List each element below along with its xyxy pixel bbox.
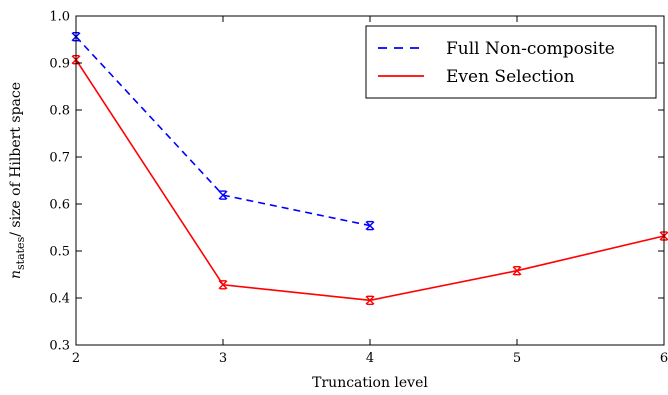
marker-x bbox=[365, 221, 375, 231]
plot-area bbox=[71, 32, 668, 305]
axes: 2 3 4 5 6 0.3 0.4 0.5 0.6 0.7 0.8 0.9 1.0 bbox=[49, 10, 668, 367]
y-tick-label: 0.4 bbox=[49, 292, 70, 307]
legend-label: Full Non-composite bbox=[446, 39, 615, 59]
legend-box bbox=[365, 25, 657, 99]
series-0 bbox=[71, 32, 375, 231]
legend-label: Even Selection bbox=[446, 67, 575, 87]
data-point bbox=[218, 190, 228, 200]
marker-x bbox=[218, 190, 228, 200]
marker-x bbox=[512, 266, 522, 276]
marker-x bbox=[218, 280, 228, 290]
data-point bbox=[365, 295, 375, 305]
y-tick-label: 0.7 bbox=[49, 151, 70, 166]
y-axis-label-rest: / size of Hilbert space bbox=[8, 82, 24, 237]
x-tick-label: 5 bbox=[513, 351, 521, 366]
data-point bbox=[512, 266, 522, 276]
x-axis-label: Truncation level bbox=[312, 375, 428, 391]
data-point bbox=[365, 220, 375, 231]
x-tick-label: 3 bbox=[219, 351, 227, 366]
y-tick-label: 0.8 bbox=[49, 104, 70, 119]
y-tick-label: 0.5 bbox=[49, 245, 70, 260]
y-tick-label: 0.6 bbox=[49, 198, 70, 213]
data-point bbox=[218, 280, 228, 290]
x-tick-label: 6 bbox=[660, 351, 668, 366]
legend: Full Non-composite Even Selection bbox=[365, 25, 657, 99]
y-tick-label: 0.9 bbox=[49, 57, 70, 72]
y-axis-label: nstates/ size of Hilbert space bbox=[8, 82, 27, 279]
x-tick-label: 2 bbox=[72, 351, 80, 366]
series-line bbox=[75, 36, 371, 227]
x-tick-label: 4 bbox=[366, 351, 374, 366]
y-axis-label-main: n bbox=[8, 270, 24, 279]
y-tick-label: 0.3 bbox=[49, 339, 70, 354]
y-axis-label-subscript: states bbox=[14, 236, 27, 270]
marker-x bbox=[365, 295, 375, 305]
y-tick-label: 1.0 bbox=[49, 10, 70, 25]
